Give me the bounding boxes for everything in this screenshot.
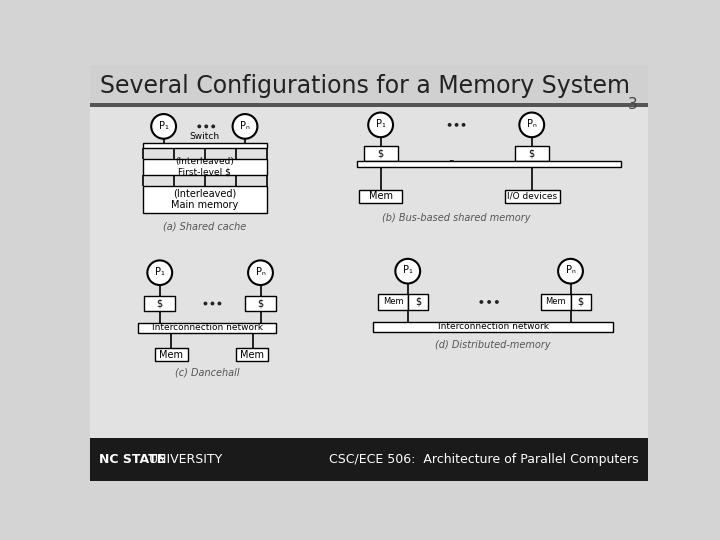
Circle shape xyxy=(448,123,451,127)
Text: P₁: P₁ xyxy=(158,120,168,131)
Circle shape xyxy=(487,300,491,304)
Text: Pₙ: Pₙ xyxy=(566,265,575,275)
Text: $: $ xyxy=(377,148,384,158)
Text: Interconnection network: Interconnection network xyxy=(151,323,263,332)
Text: CSC/ECE 506:  Architecture of Parallel Computers: CSC/ECE 506: Architecture of Parallel Co… xyxy=(329,453,639,467)
Text: P₁: P₁ xyxy=(402,265,413,275)
FancyBboxPatch shape xyxy=(378,294,408,309)
Text: NC STATE: NC STATE xyxy=(99,453,166,467)
Text: $: $ xyxy=(577,297,584,307)
Text: (d) Distributed-memory: (d) Distributed-memory xyxy=(435,340,551,350)
FancyBboxPatch shape xyxy=(90,65,648,103)
Circle shape xyxy=(495,300,499,304)
FancyBboxPatch shape xyxy=(408,294,428,309)
Text: $: $ xyxy=(528,148,535,158)
Text: I/O devices: I/O devices xyxy=(508,192,557,201)
Circle shape xyxy=(148,260,172,285)
FancyBboxPatch shape xyxy=(90,103,648,107)
FancyBboxPatch shape xyxy=(143,159,266,175)
FancyBboxPatch shape xyxy=(235,348,269,361)
FancyBboxPatch shape xyxy=(373,322,613,332)
Circle shape xyxy=(519,112,544,137)
Circle shape xyxy=(462,123,466,127)
Circle shape xyxy=(204,125,208,129)
Circle shape xyxy=(217,301,221,306)
FancyBboxPatch shape xyxy=(505,190,560,204)
FancyBboxPatch shape xyxy=(245,296,276,311)
FancyBboxPatch shape xyxy=(359,190,402,204)
FancyBboxPatch shape xyxy=(90,107,648,438)
Circle shape xyxy=(233,114,258,139)
Circle shape xyxy=(480,300,483,304)
Text: Pₙ: Pₙ xyxy=(527,119,536,129)
Text: P₁: P₁ xyxy=(155,267,165,277)
Text: 3: 3 xyxy=(627,97,637,112)
Circle shape xyxy=(368,112,393,137)
Circle shape xyxy=(197,125,201,129)
FancyBboxPatch shape xyxy=(143,186,266,213)
FancyBboxPatch shape xyxy=(570,294,590,309)
FancyBboxPatch shape xyxy=(541,294,570,309)
Circle shape xyxy=(454,123,459,127)
Text: $: $ xyxy=(157,299,163,308)
Text: Mem: Mem xyxy=(159,350,184,360)
Text: Interconnection network: Interconnection network xyxy=(438,322,549,332)
Circle shape xyxy=(204,301,207,306)
Text: Bus: Bus xyxy=(449,160,465,168)
Text: Mem: Mem xyxy=(383,298,403,307)
Text: (a) Shared cache: (a) Shared cache xyxy=(163,221,246,231)
Text: Pₙ: Pₙ xyxy=(256,267,266,277)
FancyBboxPatch shape xyxy=(144,296,175,311)
Text: $: $ xyxy=(258,299,264,308)
Circle shape xyxy=(151,114,176,139)
Text: Mem: Mem xyxy=(240,350,264,360)
Text: Switch: Switch xyxy=(189,132,220,141)
Text: (b) Bus-based shared memory: (b) Bus-based shared memory xyxy=(382,213,531,224)
Text: (Interleaved)
First-level $: (Interleaved) First-level $ xyxy=(175,157,234,177)
Text: UNIVERSITY: UNIVERSITY xyxy=(149,453,223,467)
Circle shape xyxy=(248,260,273,285)
Circle shape xyxy=(211,125,215,129)
FancyBboxPatch shape xyxy=(357,161,621,167)
Circle shape xyxy=(210,301,215,306)
Text: Mem: Mem xyxy=(369,192,392,201)
Text: (Interleaved)
Main memory: (Interleaved) Main memory xyxy=(171,188,238,210)
Text: (c) Dancehall: (c) Dancehall xyxy=(176,367,240,377)
FancyBboxPatch shape xyxy=(90,438,648,481)
Text: Mem: Mem xyxy=(546,298,566,307)
Text: Several Configurations for a Memory System: Several Configurations for a Memory Syst… xyxy=(100,75,630,98)
Text: $: $ xyxy=(415,297,421,307)
FancyBboxPatch shape xyxy=(138,323,276,333)
Text: Pₙ: Pₙ xyxy=(240,120,250,131)
Circle shape xyxy=(558,259,583,284)
Circle shape xyxy=(395,259,420,284)
FancyBboxPatch shape xyxy=(155,348,188,361)
Text: P₁: P₁ xyxy=(376,119,386,129)
FancyBboxPatch shape xyxy=(364,146,397,161)
FancyBboxPatch shape xyxy=(143,143,266,148)
FancyBboxPatch shape xyxy=(515,146,549,161)
